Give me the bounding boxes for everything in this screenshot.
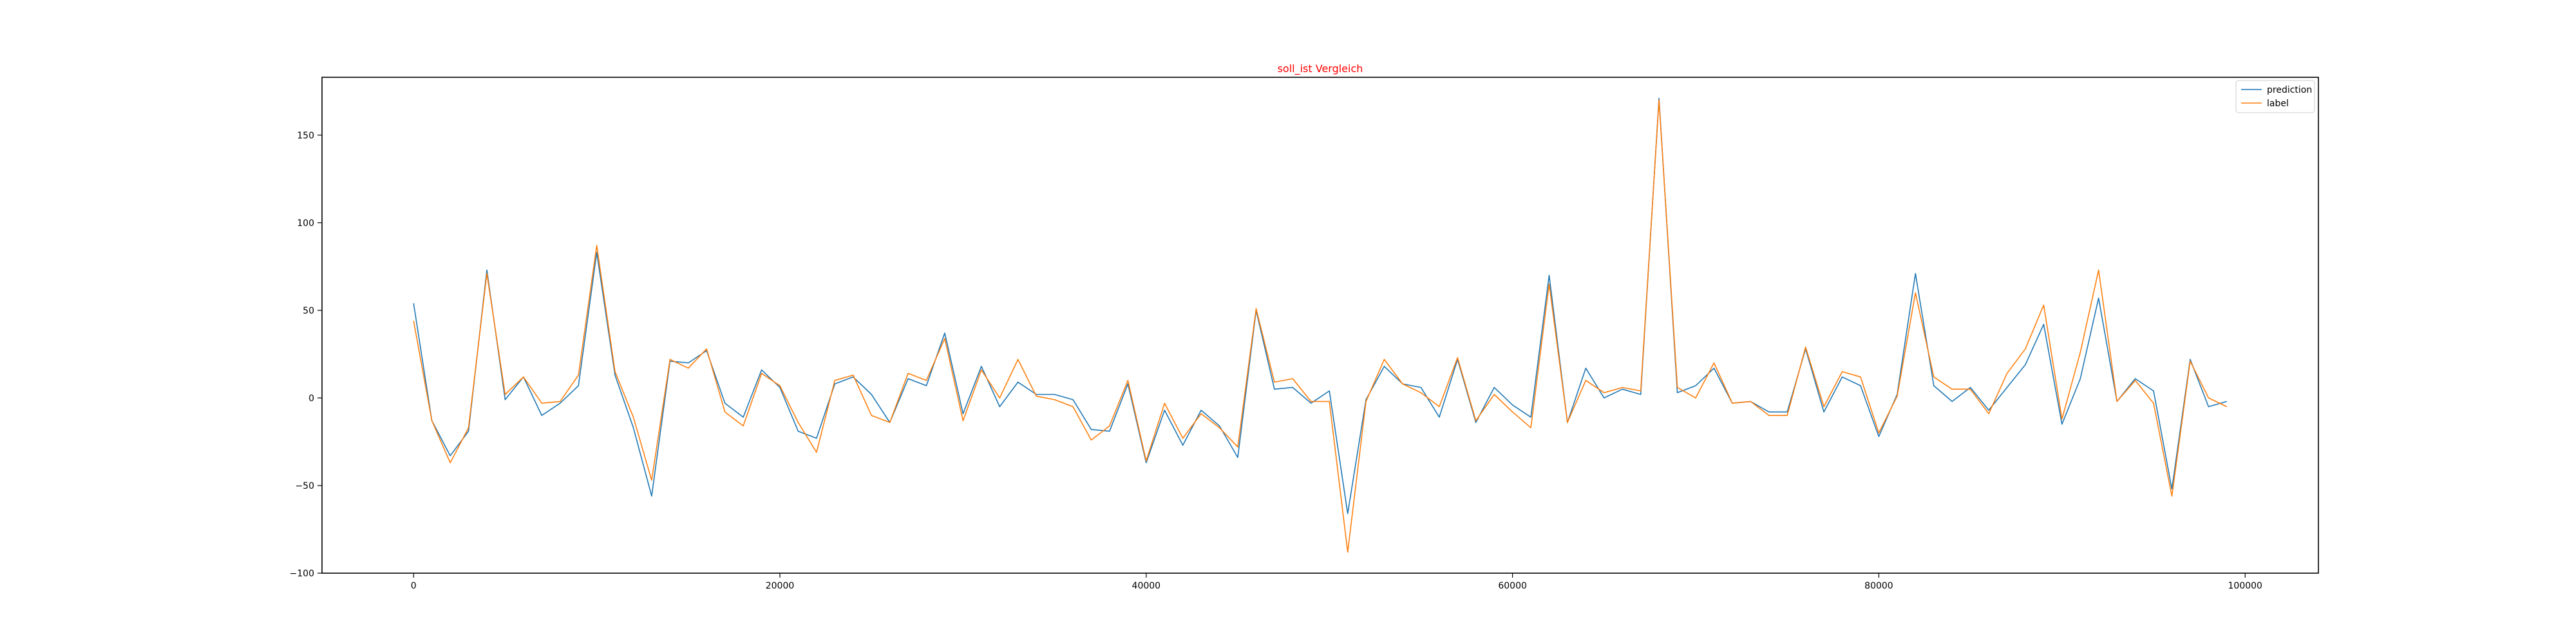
x-tick-label: 0 [411,581,417,591]
legend-box [2235,80,2315,113]
x-axis: 0 20000 40000 60000 80000 100000 [411,573,2262,591]
legend-label-prediction: prediction [2267,85,2312,95]
y-tick-label: 150 [297,131,314,141]
y-tick-label: 0 [308,393,314,404]
x-tick-label: 100000 [2228,581,2262,591]
x-tick-label: 40000 [1132,581,1161,591]
y-tick-label: 50 [303,306,314,316]
plot-frame [321,77,2319,574]
series-line-label [413,99,2228,553]
legend-label-label: label [2267,99,2289,109]
y-tick-label: −100 [290,569,314,579]
y-tick-label: 100 [297,218,314,229]
series-line-prediction [413,97,2228,515]
y-tick-label: −50 [295,481,314,491]
legend: prediction label [2235,80,2315,113]
chart-title: soll_ist Vergleich [1278,62,1363,75]
y-axis: −100 −50 0 50 100 150 [290,131,322,579]
series-lines [413,97,2228,553]
x-tick-label: 60000 [1498,581,1527,591]
x-tick-label: 80000 [1864,581,1893,591]
x-tick-label: 20000 [766,581,795,591]
